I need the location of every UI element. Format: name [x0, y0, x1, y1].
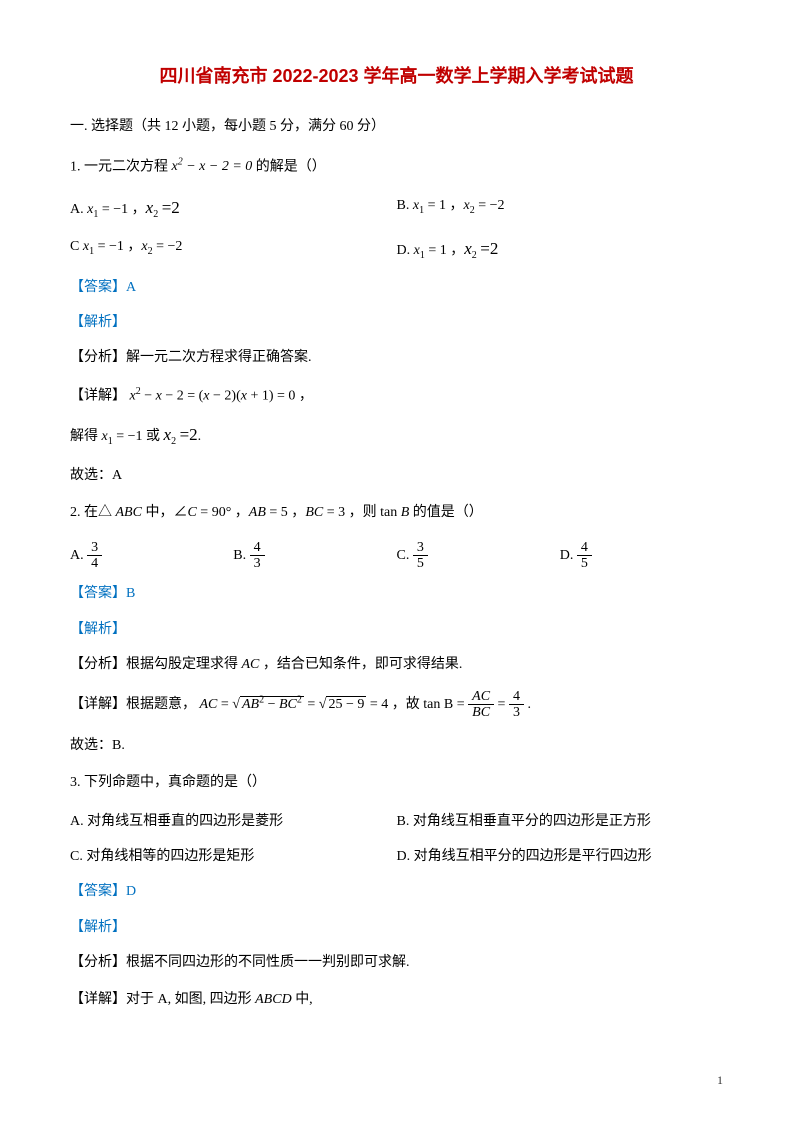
q1-optD: D. x1 = 1 ，x2 =2 — [397, 234, 724, 265]
q2-optD: D. 45 — [560, 540, 723, 572]
q3-optA: A. 对角线互相垂直的四边形是菱形 — [70, 809, 397, 834]
q2-detail-eq: = — [498, 697, 509, 712]
question-3: 3. 下列命题中，真命题的是（） — [70, 770, 723, 795]
q3-optB: B. 对角线互相垂直平分的四边形是正方形 — [397, 809, 724, 834]
q1-options-row1: A. x1 = −1 ，x2 =2 B. x1 = 1 ，x2 = −2 — [70, 193, 723, 224]
q1-conclusion: 故选：A — [70, 463, 723, 488]
q2-optA: A. 34 — [70, 540, 233, 572]
q1-optB: B. x1 = 1 ，x2 = −2 — [397, 193, 724, 224]
q3-detail: 【详解】对于 A, 如图, 四边形 ABCD 中, — [70, 987, 723, 1012]
q1-optA: A. x1 = −1 ，x2 =2 — [70, 193, 397, 224]
page-title: 四川省南充市 2022-2023 学年高一数学上学期入学考试试题 — [70, 60, 723, 92]
q1-analysis: 【解析】 — [70, 310, 723, 335]
q3-optC: C. 对角线相等的四边形是矩形 — [70, 844, 397, 869]
q1-optD-label: D. — [397, 243, 414, 258]
q3-options-row2: C. 对角线相等的四边形是矩形 D. 对角线互相平分的四边形是平行四边形 — [70, 844, 723, 869]
q3-fenxi: 【分析】根据不同四边形的不同性质一一判别即可求解. — [70, 950, 723, 975]
q1-optA-label: A. — [70, 202, 87, 217]
q1-options-row2: C x1 = −1 ，x2 = −2 D. x1 = 1 ，x2 =2 — [70, 234, 723, 265]
q1-fenxi: 【分析】解一元二次方程求得正确答案. — [70, 345, 723, 370]
q1-stem-prefix: 1. 一元二次方程 — [70, 159, 172, 174]
q1-answer: 【答案】A — [70, 275, 723, 300]
q2-optB: B. 43 — [233, 540, 396, 572]
q1-stem-math: x2 − x − 2 = 0 — [172, 159, 253, 174]
q2-detail-end: . — [527, 697, 531, 712]
q2-optC-label: C. — [397, 548, 413, 563]
q1-detail-prefix: 【详解】 — [70, 388, 126, 403]
q3-options-row1: A. 对角线互相垂直的四边形是菱形 B. 对角线互相垂直平分的四边形是正方形 — [70, 809, 723, 834]
q1-optC-label: C — [70, 239, 83, 254]
section-header: 一. 选择题（共 12 小题，每小题 5 分，满分 60 分） — [70, 114, 723, 139]
q2-conclusion: 故选：B. — [70, 733, 723, 758]
q3-analysis: 【解析】 — [70, 915, 723, 940]
q3-optD: D. 对角线互相平分的四边形是平行四边形 — [397, 844, 724, 869]
q2-detail-prefix: 【详解】根据题意， — [70, 697, 196, 712]
q2-fenxi: 【分析】根据勾股定理求得 AC ，结合已知条件，即可求得结果. — [70, 652, 723, 677]
q2-analysis: 【解析】 — [70, 617, 723, 642]
q2-options: A. 34 B. 43 C. 35 D. 45 — [70, 540, 723, 572]
q2-detail-mid2: ，故 tan B = — [392, 697, 468, 712]
q1-stem-suffix: 的解是（） — [256, 159, 326, 174]
q2-optB-label: B. — [233, 548, 249, 563]
q1-detail: 【详解】 x2 − x − 2 = (x − 2)(x + 1) = 0 ， — [70, 383, 723, 409]
q2-optA-label: A. — [70, 548, 87, 563]
page-number: 1 — [717, 1070, 723, 1092]
q1-solve: 解得 x1 = −1 或 x2 =2. — [70, 420, 723, 451]
question-1: 1. 一元二次方程 x2 − x − 2 = 0 的解是（） — [70, 154, 723, 180]
q3-answer: 【答案】D — [70, 879, 723, 904]
q2-answer: 【答案】B — [70, 581, 723, 606]
question-2: 2. 在△ ABC 中，∠C = 90° ，AB = 5 ，BC = 3 ，则 … — [70, 500, 723, 525]
q2-optC: C. 35 — [397, 540, 560, 572]
q2-detail: 【详解】根据题意， AC = √AB2 − BC2 = √25 − 9 = 4 … — [70, 689, 723, 721]
q2-optD-label: D. — [560, 548, 577, 563]
q1-optB-label: B. — [397, 198, 413, 213]
q1-optC: C x1 = −1 ，x2 = −2 — [70, 234, 397, 265]
